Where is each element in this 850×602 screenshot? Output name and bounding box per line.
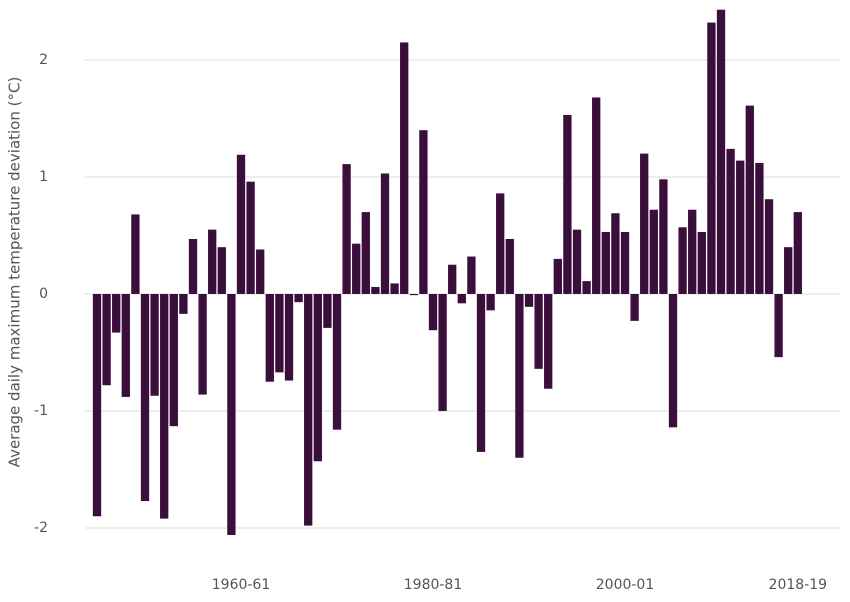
bar: [745, 105, 754, 294]
bar: [332, 293, 342, 430]
bar: [256, 249, 265, 294]
bar: [716, 9, 726, 294]
bar: [294, 293, 303, 303]
y-tick-label: 1: [39, 169, 48, 185]
bar: [169, 293, 178, 427]
bar: [428, 293, 438, 331]
bar: [448, 264, 457, 294]
bar: [150, 293, 159, 396]
bar: [188, 238, 198, 294]
bar: [419, 130, 428, 294]
bar: [352, 243, 361, 294]
bar: [774, 293, 783, 358]
bar: [601, 231, 610, 294]
bar: [102, 293, 111, 386]
bar: [793, 212, 802, 294]
bar: [611, 213, 620, 294]
bar: [457, 293, 466, 304]
bar: [140, 293, 150, 502]
bar: [208, 229, 217, 294]
bar: [505, 238, 514, 294]
bar: [726, 148, 735, 294]
bar: [668, 293, 678, 428]
bar: [400, 42, 409, 294]
bar: [592, 97, 601, 294]
bar: [697, 231, 706, 294]
bar: [160, 293, 169, 519]
bar: [342, 164, 351, 294]
bar: [496, 193, 505, 294]
bar: [582, 281, 591, 294]
y-axis-title: Average daily maximum temperature deviat…: [6, 77, 24, 468]
y-tick-label: 2: [39, 52, 48, 68]
bar: [265, 293, 274, 382]
bar: [534, 293, 543, 369]
bar: [179, 293, 188, 314]
bar: [371, 286, 380, 294]
bar: [217, 247, 226, 294]
bar: [112, 293, 121, 333]
bar: [361, 212, 370, 294]
bar: [659, 179, 668, 294]
x-tick-label: 1960-61: [212, 577, 271, 593]
bar: [620, 231, 630, 294]
bar: [486, 293, 495, 311]
bar: [409, 293, 418, 296]
bar: [323, 293, 332, 328]
bar: [688, 209, 697, 294]
bar: [476, 293, 486, 452]
bar: [736, 160, 745, 294]
bar: [467, 256, 476, 294]
bar: [553, 258, 562, 294]
y-tick-label: -1: [34, 403, 48, 419]
bar: [755, 162, 764, 294]
bar: [544, 293, 553, 389]
bar: [380, 173, 390, 294]
bar: [563, 114, 572, 294]
x-tick-label: 2018-19: [769, 577, 828, 593]
bar: [707, 22, 716, 294]
bar: [678, 227, 687, 294]
bar: [630, 293, 639, 321]
bar: [313, 293, 322, 462]
bar: [640, 153, 649, 294]
bar: [275, 293, 284, 373]
bar: [236, 154, 246, 294]
x-tick-label: 1980-81: [404, 577, 463, 593]
bar: [304, 293, 313, 526]
bar: [515, 293, 524, 458]
x-tick-label: 2000-01: [596, 577, 655, 593]
bar: [784, 247, 793, 294]
bar: [246, 181, 255, 294]
bar: [121, 293, 130, 397]
bar: [92, 293, 102, 517]
bar: [438, 293, 447, 411]
y-tick-label: -2: [34, 520, 48, 536]
y-tick-label: 0: [39, 286, 48, 302]
bar: [524, 293, 534, 307]
bar: [131, 214, 140, 294]
bar: [198, 293, 207, 395]
bar: [390, 283, 399, 294]
bar: [649, 209, 658, 294]
bar: [284, 293, 294, 381]
bar: [227, 293, 236, 535]
bar: [764, 199, 774, 294]
bar: [572, 229, 582, 294]
